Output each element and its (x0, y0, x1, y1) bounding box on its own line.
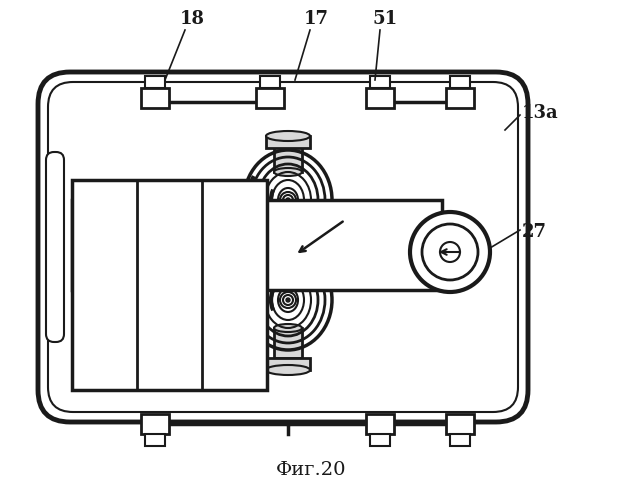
Bar (450, 76, 470, 88)
Bar (145, 434, 165, 446)
Circle shape (283, 295, 293, 305)
Bar (72, 200, 442, 290)
Bar (370, 76, 390, 88)
Circle shape (283, 195, 293, 205)
Circle shape (286, 198, 290, 202)
Bar (266, 358, 310, 370)
Bar (446, 88, 474, 108)
Text: 13a: 13a (522, 104, 559, 122)
Ellipse shape (274, 324, 302, 332)
Bar (366, 414, 394, 434)
Circle shape (280, 192, 296, 208)
Bar (260, 76, 280, 88)
Circle shape (280, 292, 296, 308)
Bar (370, 434, 390, 446)
FancyBboxPatch shape (46, 152, 64, 342)
Bar (141, 414, 169, 434)
Bar (366, 88, 394, 108)
FancyBboxPatch shape (38, 72, 528, 422)
Circle shape (440, 242, 460, 262)
Ellipse shape (274, 168, 302, 176)
Bar (141, 88, 169, 108)
Ellipse shape (266, 131, 310, 141)
Bar (274, 328, 302, 358)
Circle shape (286, 298, 290, 302)
Text: 51: 51 (373, 10, 397, 28)
Ellipse shape (266, 365, 310, 375)
Text: 18: 18 (180, 10, 205, 28)
Text: Фиг.20: Фиг.20 (276, 461, 346, 479)
Bar (72, 180, 267, 390)
Text: 17: 17 (304, 10, 328, 28)
Bar (266, 136, 310, 148)
Bar (145, 76, 165, 88)
Bar (446, 414, 474, 434)
Text: 27: 27 (522, 223, 547, 241)
Bar (274, 142, 302, 172)
Bar (450, 434, 470, 446)
Circle shape (422, 224, 478, 280)
Circle shape (410, 212, 490, 292)
Bar (256, 88, 284, 108)
